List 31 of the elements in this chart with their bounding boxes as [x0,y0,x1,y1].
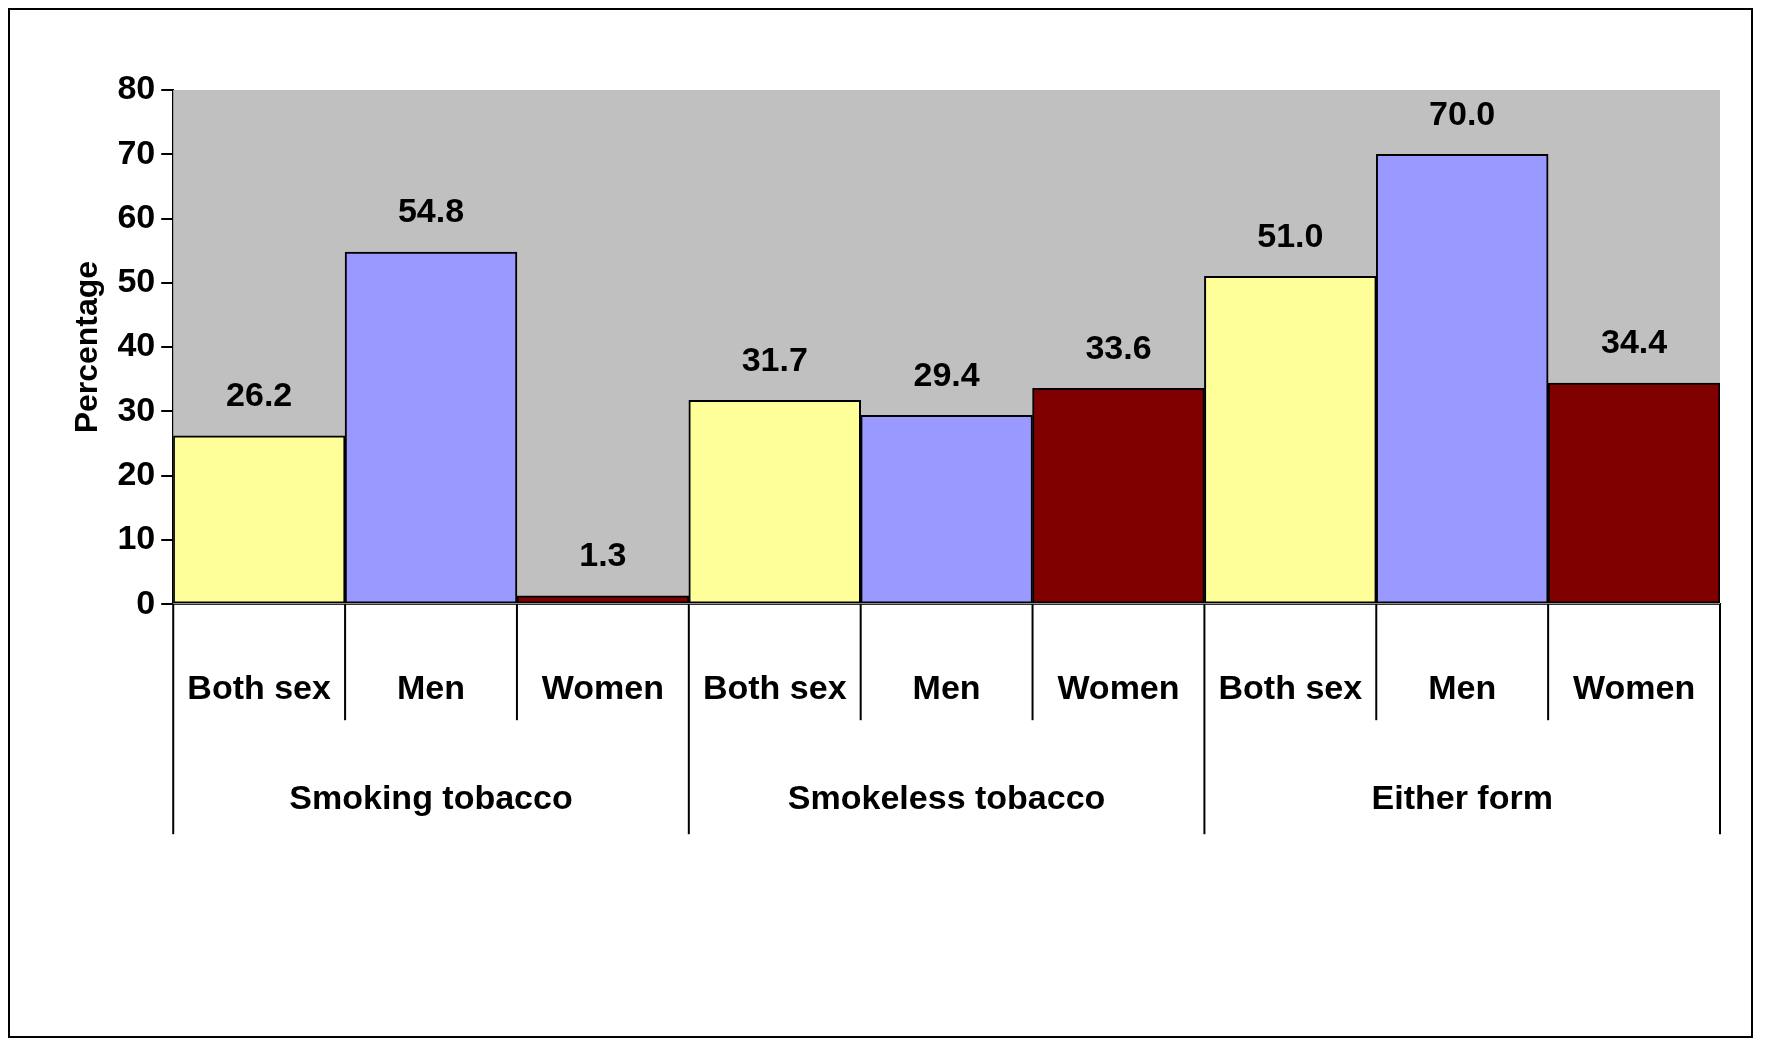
data-label: 1.3 [579,535,627,574]
data-label: 31.7 [741,339,808,378]
data-label: 26.2 [226,375,293,414]
text: Both sex [702,667,847,706]
data-label: 70.0 [1429,93,1496,132]
y-tick-label: 60 [117,196,156,235]
data-label: 51.0 [1257,215,1324,254]
text: Women [1057,667,1180,706]
text: Men [912,667,981,706]
y-tick-label: 10 [117,518,156,557]
y-tick-label: 80 [117,68,156,107]
y-tick-label: 50 [117,261,156,300]
data-label: 29.4 [913,354,980,393]
x-tick-label: Smoking tobacco [289,777,573,816]
series-label: Women [541,667,664,706]
y-tick-label: 40 [117,325,156,364]
data-label: 33.6 [1085,327,1152,366]
series-label: Men [397,667,466,706]
x-tick-label: Either form [1371,777,1553,816]
y-tick-label: 20 [117,454,156,493]
y-tick-label: 70 [117,132,156,171]
x-tick-label: Smokeless tobacco [787,777,1106,816]
y-tick-label: 30 [117,389,156,428]
data-label: 34.4 [1600,322,1668,361]
series-label: Both sex [187,667,332,706]
y-tick-label: 0 [136,582,156,621]
text: Men [1428,667,1497,706]
text: Both sex [1218,667,1363,706]
data-label: 54.8 [397,191,465,230]
text: Women [1572,667,1696,706]
y-axis-title: Percentage [68,260,105,434]
